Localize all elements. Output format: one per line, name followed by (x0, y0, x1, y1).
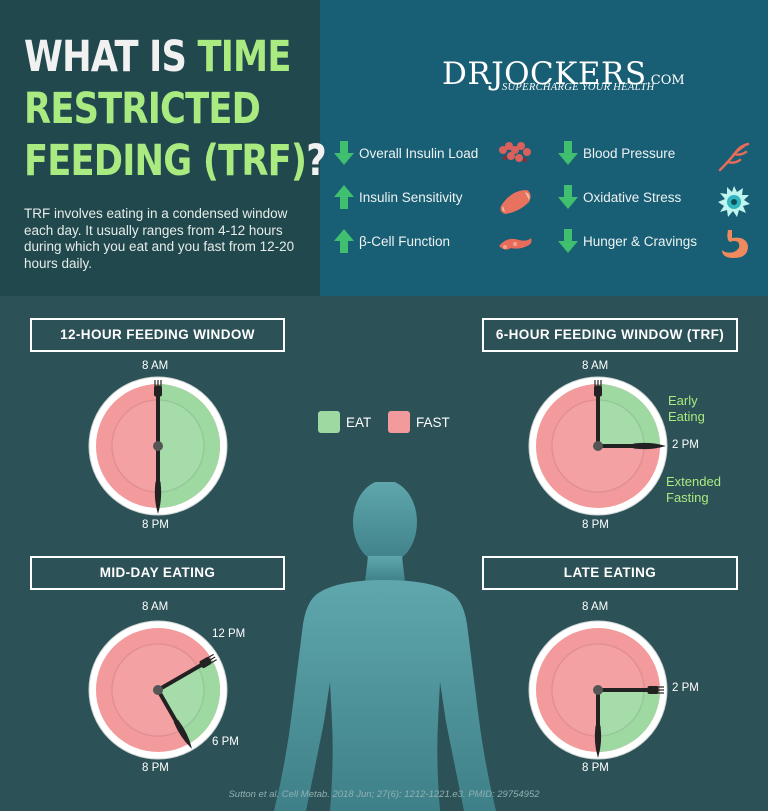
clock-hub (593, 441, 603, 451)
clock-six-bottom-label: 8 PM (582, 519, 609, 531)
muscle-icon (500, 190, 531, 214)
legend-fast-label: FAST (416, 415, 450, 430)
clock-six-hour (528, 376, 668, 521)
clock-six-top-label: 8 AM (582, 360, 609, 372)
title-line-3: FEEDING (TRF)? (24, 140, 327, 183)
clock-title-six: 6-HOUR FEEDING WINDOW (TRF) (482, 318, 738, 352)
clock-title-late: LATE EATING (482, 556, 738, 590)
title-feeding-trf: FEEDING (TRF) (24, 136, 307, 186)
insulin-molecule-icon (499, 142, 531, 162)
eat-segment (598, 384, 660, 446)
clock-midday-bottom-label: 8 PM (142, 762, 169, 774)
arrow-down-icon (334, 141, 354, 165)
arrow-down-icon (558, 229, 578, 253)
clock-midday-side-label-2: 6 PM (212, 736, 239, 748)
brand-name: DRJOCKERS (442, 56, 647, 92)
brand-suffix: .COM (646, 73, 685, 88)
legend-fast-swatch (388, 411, 410, 433)
citation: Sutton et al. Cell Metab. 2018 Jun; 27(6… (228, 789, 540, 800)
clock-hub (153, 685, 163, 695)
stomach-icon (722, 230, 748, 258)
effect-label: β-Cell Function (359, 234, 451, 249)
pancreas-icon (499, 238, 532, 250)
effect-label: Oxidative Stress (583, 190, 682, 205)
clock-title-twelve: 12-HOUR FEEDING WINDOW (30, 318, 285, 352)
title-time: TIME (197, 32, 292, 82)
free-radical-icon (718, 186, 750, 217)
knife-hand-icon (594, 691, 602, 758)
clock-mid-day (88, 620, 228, 765)
clock-twelve-hour (88, 376, 228, 521)
legend-eat-label: EAT (346, 415, 372, 430)
clock-midday-top-label: 8 AM (142, 601, 169, 613)
clock-late-side-label: 2 PM (672, 682, 699, 694)
arrow-up-icon (334, 229, 354, 253)
brand-tagline: SUPERCHARGE YOUR HEALTH (502, 82, 655, 93)
clock-title-midday: MID-DAY EATING (30, 556, 285, 590)
clock-late (528, 620, 668, 765)
title-line-2: RESTRICTED (24, 84, 261, 134)
knife-hand-icon (157, 690, 192, 749)
clock-midday-side-label-1: 12 PM (212, 628, 246, 640)
title-question-mark: ? (306, 136, 326, 186)
clock-twelve-top-label: 8 AM (142, 360, 169, 372)
clock-late-top-label: 8 AM (582, 601, 609, 613)
arrow-down-icon (558, 141, 578, 165)
blood-vessel-icon (718, 142, 750, 172)
clock-hub (153, 441, 163, 451)
clock-late-bottom-label: 8 PM (582, 762, 609, 774)
knife-hand-icon (599, 442, 666, 450)
human-silhouette (274, 482, 496, 811)
fork-hand-icon (599, 686, 664, 694)
legend-eat-swatch (318, 411, 340, 433)
arrow-up-icon (334, 185, 354, 209)
arrow-down-icon (558, 185, 578, 209)
clock-hub (593, 685, 603, 695)
extended-fasting-note: Extended Fasting (666, 474, 721, 505)
eat-segment (598, 690, 660, 752)
title-line-1: WHAT IS TIME (24, 36, 291, 79)
knife-hand-icon (154, 447, 162, 514)
header-panel (0, 0, 320, 296)
effect-label: Blood Pressure (583, 146, 676, 161)
clock-six-side-label: 2 PM (672, 439, 699, 451)
effects-panel (320, 0, 768, 296)
early-eating-note: Early Eating (668, 393, 705, 424)
title-what-is: WHAT IS (24, 32, 198, 82)
effect-label: Overall Insulin Load (359, 146, 479, 161)
brand-logo: DRJOCKERS.COM (442, 56, 685, 92)
eat-segment (158, 384, 220, 508)
clock-twelve-bottom-label: 8 PM (142, 519, 169, 531)
eat-segment (158, 659, 220, 744)
intro-text: TRF involves eating in a condensed windo… (24, 206, 295, 271)
effect-label: Hunger & Cravings (583, 234, 698, 249)
effect-label: Insulin Sensitivity (359, 190, 463, 205)
